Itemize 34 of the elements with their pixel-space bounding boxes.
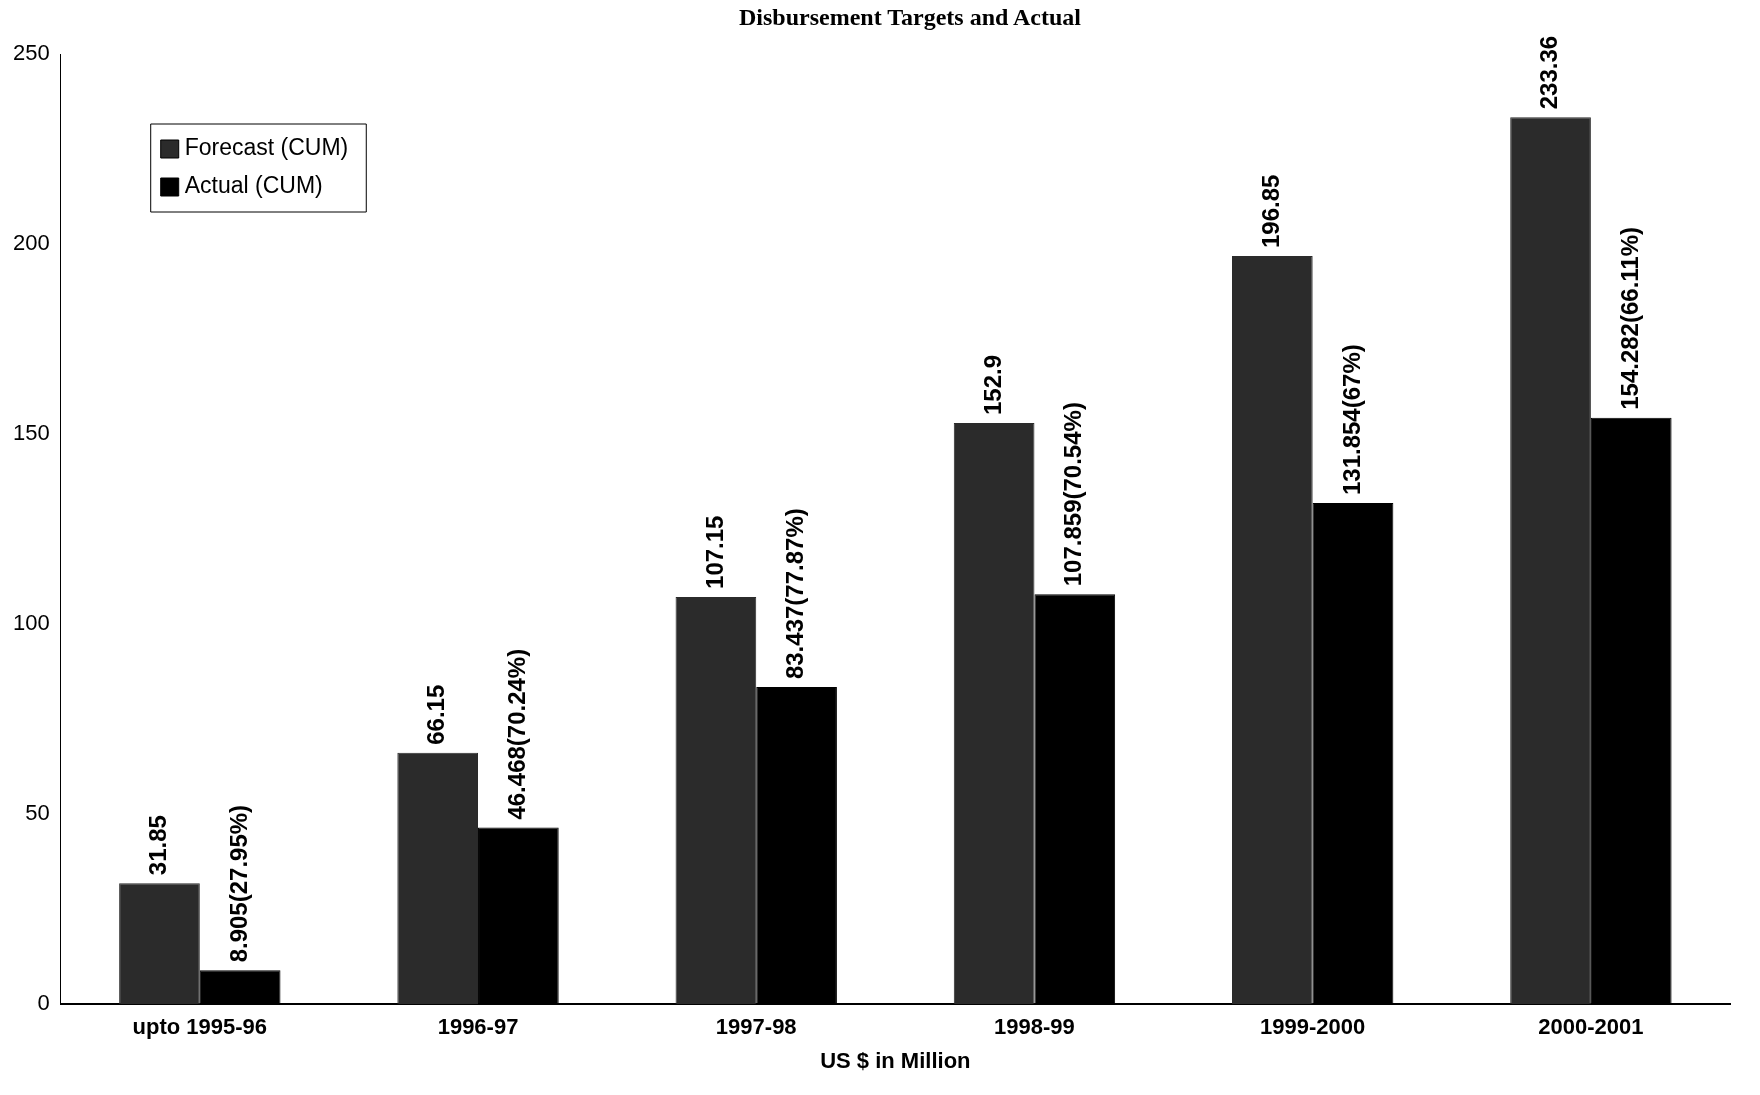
data-label: 107.15 — [700, 515, 728, 589]
data-label: 31.85 — [144, 815, 172, 876]
legend-label: Actual (CUM) — [184, 172, 323, 199]
x-tick-label: 1998-99 — [994, 1014, 1075, 1040]
x-tick-label: 1999-2000 — [1260, 1014, 1366, 1040]
y-tick-label: 50 — [25, 800, 50, 826]
data-label: 154.282(66.11%) — [1615, 226, 1643, 410]
bar — [1510, 117, 1591, 1005]
y-tick-label: 0 — [37, 990, 50, 1016]
data-label: 83.437(77.87%) — [781, 508, 809, 680]
bar — [953, 423, 1035, 1005]
data-label: 107.859(70.54%) — [1059, 402, 1087, 587]
data-label: 8.905(27.95%) — [224, 804, 252, 963]
y-tick-label: 250 — [12, 40, 50, 66]
data-label: 46.468(70.24%) — [503, 648, 530, 820]
data-label: 196.85 — [1256, 174, 1284, 249]
x-tick-label: 2000-2001 — [1538, 1014, 1644, 1040]
bar — [397, 752, 479, 1005]
x-axis-title: US $ in Million — [820, 1047, 971, 1073]
y-tick-label: 100 — [12, 610, 50, 636]
bar — [119, 883, 200, 1005]
data-label: 233.36 — [1535, 35, 1563, 110]
bar — [1231, 256, 1313, 1005]
chart-title: Disbursement Targets and Actual — [737, 3, 1082, 32]
x-tick-label: upto 1995-96 — [132, 1014, 268, 1040]
x-tick-label: 1997-98 — [715, 1014, 797, 1040]
data-label: 152.9 — [978, 355, 1006, 416]
data-label: 66.15 — [422, 684, 450, 745]
y-tick-label: 200 — [12, 230, 50, 256]
bar — [675, 596, 757, 1005]
y-tick-label: 150 — [12, 420, 50, 446]
x-tick-label: 1996-97 — [437, 1014, 519, 1040]
legend-label: Forecast (CUM) — [184, 134, 349, 161]
data-label: 131.854(67%) — [1337, 344, 1365, 496]
